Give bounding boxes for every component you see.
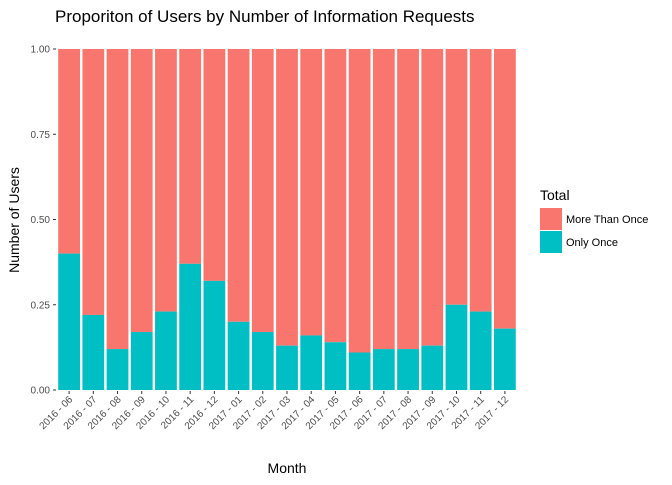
bar-more-than-once (324, 49, 347, 343)
y-tick-label: 0.75 (31, 130, 51, 141)
bar-only-once (494, 328, 516, 390)
bar-only-once (276, 345, 298, 390)
bars (58, 49, 516, 390)
bar-only-once (130, 332, 153, 390)
bar-more-than-once (300, 49, 323, 336)
bar-more-than-once (179, 49, 202, 264)
bar-more-than-once (58, 49, 80, 254)
bar-more-than-once (494, 49, 516, 329)
bar-only-once (179, 263, 202, 390)
bar-more-than-once (227, 49, 250, 322)
bar-more-than-once (155, 49, 177, 312)
bar-only-once (203, 280, 226, 390)
bar-only-once (227, 321, 250, 390)
bar-more-than-once (106, 49, 129, 350)
bar-only-once (421, 345, 444, 390)
bar-more-than-once (469, 49, 492, 312)
bar-only-once (445, 304, 468, 390)
bar-only-once (372, 349, 395, 390)
y-axis-label: Number of Users (6, 167, 22, 273)
bar-only-once (58, 253, 80, 390)
bar-only-once (300, 335, 323, 390)
y-tick-label: 0.25 (31, 300, 51, 311)
y-tick-label: 0.50 (31, 215, 51, 226)
bar-more-than-once (445, 49, 468, 305)
bar-more-than-once (421, 49, 444, 346)
bar-only-once (348, 352, 371, 390)
bar-more-than-once (203, 49, 226, 281)
bar-only-once (251, 332, 274, 390)
bar-more-than-once (130, 49, 153, 333)
y-tick-label: 1.00 (31, 45, 51, 56)
bar-more-than-once (348, 49, 371, 353)
bar-more-than-once (251, 49, 274, 333)
bar-more-than-once (397, 49, 419, 350)
chart-title: Proporiton of Users by Number of Informa… (55, 7, 475, 26)
y-axis: 0.00 0.25 0.50 0.75 1.00 (31, 45, 56, 397)
bar-more-than-once (372, 49, 395, 350)
x-axis-label: Month (268, 460, 307, 476)
bar-more-than-once (82, 49, 105, 315)
bar-only-once (155, 311, 177, 390)
bar-only-once (82, 314, 105, 390)
legend: Total More Than Once Only Once (540, 187, 648, 253)
y-tick-label: 0.00 (31, 386, 51, 397)
legend-label: Only Once (566, 237, 618, 249)
legend-items: More Than Once Only Once (540, 208, 648, 253)
legend-swatch (540, 208, 562, 230)
legend-title: Total (540, 187, 570, 203)
bar-only-once (106, 349, 129, 390)
bar-only-once (469, 311, 492, 390)
bar-only-once (397, 349, 419, 390)
bar-only-once (324, 342, 347, 390)
legend-swatch (540, 231, 562, 253)
legend-label: More Than Once (566, 214, 648, 226)
bar-more-than-once (276, 49, 298, 346)
